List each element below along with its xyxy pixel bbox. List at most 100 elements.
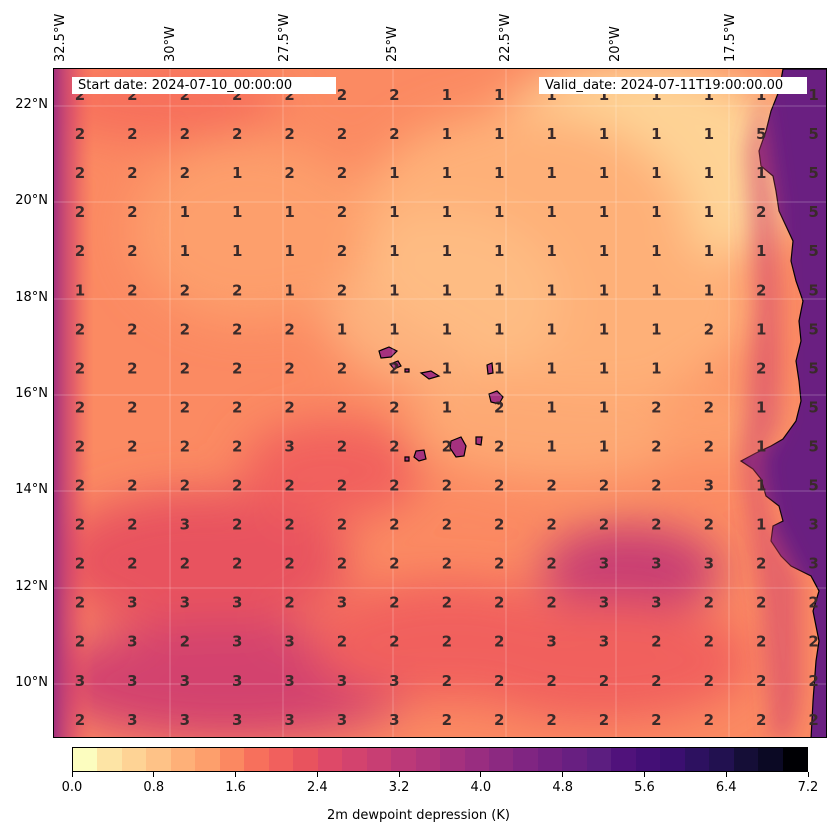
colorbar-segment — [464, 748, 489, 771]
grid-value: 2 — [808, 711, 818, 729]
field-shading — [54, 69, 811, 737]
lat-label: 20°N — [15, 193, 48, 208]
grid-value: 1 — [494, 242, 504, 260]
colorbar-segment — [635, 748, 661, 771]
grid-value: 2 — [651, 437, 661, 455]
grid-value: 2 — [337, 516, 347, 534]
colorbar-segment — [391, 748, 416, 771]
grid-value: 1 — [442, 164, 452, 182]
grid-value: 1 — [756, 86, 766, 104]
grid-value: 1 — [546, 359, 556, 377]
grid-value: 2 — [75, 516, 85, 534]
colorbar-tick-label: 0.0 — [61, 780, 83, 795]
grid-value: 2 — [232, 320, 242, 338]
grid-value: 2 — [75, 477, 85, 495]
grid-value: 1 — [704, 281, 714, 299]
grid-value: 3 — [127, 672, 137, 690]
grid-value: 1 — [546, 86, 556, 104]
grid-value: 2 — [337, 359, 347, 377]
grid-value: 3 — [127, 633, 137, 651]
grid-value: 2 — [75, 203, 85, 221]
grid-value: 2 — [180, 164, 190, 182]
grid-value: 2 — [127, 320, 137, 338]
colorbar-segment — [342, 748, 367, 771]
grid-value: 5 — [808, 398, 818, 416]
grid-value: 3 — [232, 594, 242, 612]
colorbar-tick — [71, 772, 73, 777]
grid-value: 3 — [337, 672, 347, 690]
grid-value: 3 — [337, 594, 347, 612]
grid-value: 2 — [180, 125, 190, 143]
grid-value: 3 — [127, 711, 137, 729]
grid-value: 1 — [494, 320, 504, 338]
map-svg: 2 2 2 2 2 2 2 1 1 1 1 1 1 1 1 2 2 2 2 2 2 2 1 1 1 1 1 1 5 5 2 2 2 1 2 2 1 1 1 1… — [54, 69, 826, 737]
coast-glow — [741, 91, 801, 737]
grid-value: 2 — [808, 633, 818, 651]
grid-value: 1 — [808, 86, 818, 104]
start-date-box: Start date: 2024-07-10_00:00:00 — [72, 77, 336, 94]
grid-value: 1 — [756, 437, 766, 455]
grid-value: 3 — [180, 594, 190, 612]
grid-value: 2 — [494, 633, 504, 651]
grid-value: 2 — [75, 320, 85, 338]
grid-value: 1 — [704, 359, 714, 377]
grid-value: 2 — [546, 555, 556, 573]
grid-value: 2 — [180, 477, 190, 495]
grid-value: 1 — [599, 437, 609, 455]
lon-label: 22.5°W — [498, 13, 513, 62]
colorbar-tick — [562, 772, 564, 777]
grid-value: 2 — [284, 398, 294, 416]
grid-value: 1 — [546, 398, 556, 416]
map-panel: 2 2 2 2 2 2 2 1 1 1 1 1 1 1 1 2 2 2 2 2 2 2 1 1 1 1 1 1 5 5 2 2 2 1 2 2 1 1 1 1… — [53, 68, 827, 738]
grid-value: 2 — [389, 125, 399, 143]
grid-value: 5 — [808, 242, 818, 260]
grid-value: 1 — [599, 86, 609, 104]
grid-value: 1 — [599, 164, 609, 182]
grid-value: 3 — [808, 516, 818, 534]
colorbar-segment — [146, 748, 171, 771]
grid-value: 2 — [284, 125, 294, 143]
colorbar-tick-label: 7.2 — [797, 780, 819, 795]
grid-value: 2 — [494, 711, 504, 729]
lat-label: 18°N — [15, 290, 48, 305]
grid-value: 2 — [180, 281, 190, 299]
grid-value: 1 — [599, 281, 609, 299]
grid-value: 1 — [546, 320, 556, 338]
grid-value: 1 — [494, 86, 504, 104]
grid-value: 1 — [651, 164, 661, 182]
grid-value: 1 — [704, 86, 714, 104]
grid-value: 1 — [756, 242, 766, 260]
grid-value: 1 — [651, 125, 661, 143]
grid-value: 2 — [546, 711, 556, 729]
grid-value: 2 — [756, 633, 766, 651]
grid-value: 2 — [75, 359, 85, 377]
grid-value: 2 — [337, 203, 347, 221]
grid-value: 2 — [75, 398, 85, 416]
grid-value: 2 — [180, 437, 190, 455]
grid-value: 3 — [599, 555, 609, 573]
grid-value: 3 — [180, 672, 190, 690]
colorbar-segment — [415, 748, 441, 771]
colorbar-segment — [317, 748, 343, 771]
grid-value: 2 — [180, 359, 190, 377]
grid-value: 3 — [704, 477, 714, 495]
grid-value: 2 — [75, 594, 85, 612]
grid-value: 2 — [442, 516, 452, 534]
grid-value: 2 — [284, 164, 294, 182]
lat-label: 22°N — [15, 97, 48, 112]
grid-value: 1 — [599, 242, 609, 260]
grid-value: 1 — [599, 398, 609, 416]
grid-value: 2 — [337, 242, 347, 260]
grid-value: 2 — [284, 594, 294, 612]
grid-value: 1 — [337, 320, 347, 338]
colorbar-segment — [758, 748, 783, 771]
grid-value-layer: 2 2 2 2 2 2 2 1 1 1 1 1 1 1 1 2 2 2 2 2 2 2 1 1 1 1 1 1 5 5 2 2 2 1 2 2 1 1 1 1… — [75, 86, 819, 729]
grid-value: 1 — [442, 125, 452, 143]
grid-value: 2 — [704, 672, 714, 690]
grid-value: 1 — [284, 281, 294, 299]
grid-value: 2 — [284, 86, 294, 104]
colorbar-tick — [398, 772, 400, 777]
colorbar-tick-label: 5.6 — [634, 780, 655, 795]
grid-value: 1 — [546, 203, 556, 221]
grid-value: 2 — [651, 672, 661, 690]
